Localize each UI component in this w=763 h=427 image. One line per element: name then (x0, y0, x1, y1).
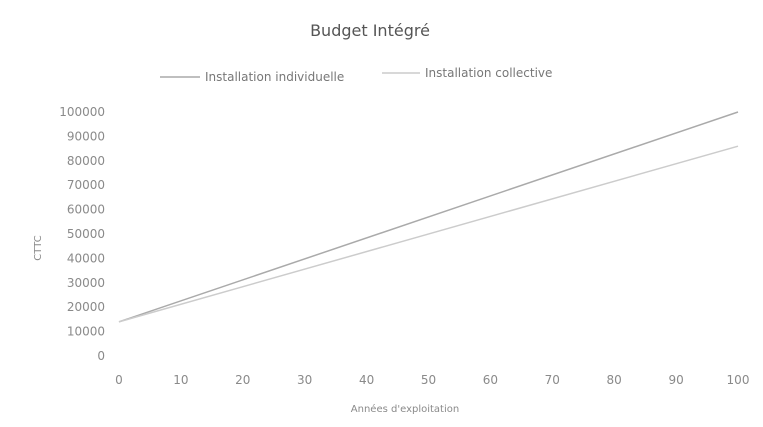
y-tick-labels: 0 10000 20000 30000 40000 50000 60000 70000 8000… (59, 105, 105, 363)
legend: Installation individuelle Installation c… (160, 66, 552, 84)
y-tick-label: 100000 (59, 105, 105, 119)
x-tick-label: 30 (297, 373, 312, 387)
y-tick-label: 80000 (67, 154, 105, 168)
y-tick-label: 40000 (67, 251, 105, 265)
y-axis-label: CTTC (33, 235, 44, 260)
y-tick-label: 0 (97, 349, 105, 363)
series-line-individuelle (118, 111, 739, 323)
x-tick-label: 40 (359, 373, 374, 387)
y-tick-label: 50000 (67, 227, 105, 241)
x-tick-label: 60 (483, 373, 498, 387)
x-tick-label: 50 (421, 373, 436, 387)
x-axis-label: Années d'exploitation (351, 403, 459, 415)
y-tick-label: 20000 (67, 300, 105, 314)
chart-title: Budget Intégré (310, 21, 430, 40)
x-tick-label: 70 (545, 373, 560, 387)
series-line-collective (118, 145, 739, 323)
x-tick-label: 90 (668, 373, 683, 387)
y-tick-label: 70000 (67, 178, 105, 192)
y-tick-label: 60000 (67, 203, 105, 217)
x-tick-label: 20 (235, 373, 250, 387)
x-tick-label: 0 (115, 373, 123, 387)
x-tick-label: 100 (727, 373, 750, 387)
x-tick-label: 10 (173, 373, 188, 387)
y-tick-label: 10000 (67, 325, 105, 339)
legend-label-collective: Installation collective (425, 66, 552, 80)
y-tick-label: 30000 (67, 276, 105, 290)
x-tick-labels: 0 10 20 30 40 50 60 70 80 90 100 (115, 373, 749, 387)
y-tick-label: 90000 (67, 129, 105, 143)
plot-area (118, 111, 739, 323)
legend-label-individuelle: Installation individuelle (205, 70, 344, 84)
x-tick-label: 80 (607, 373, 622, 387)
